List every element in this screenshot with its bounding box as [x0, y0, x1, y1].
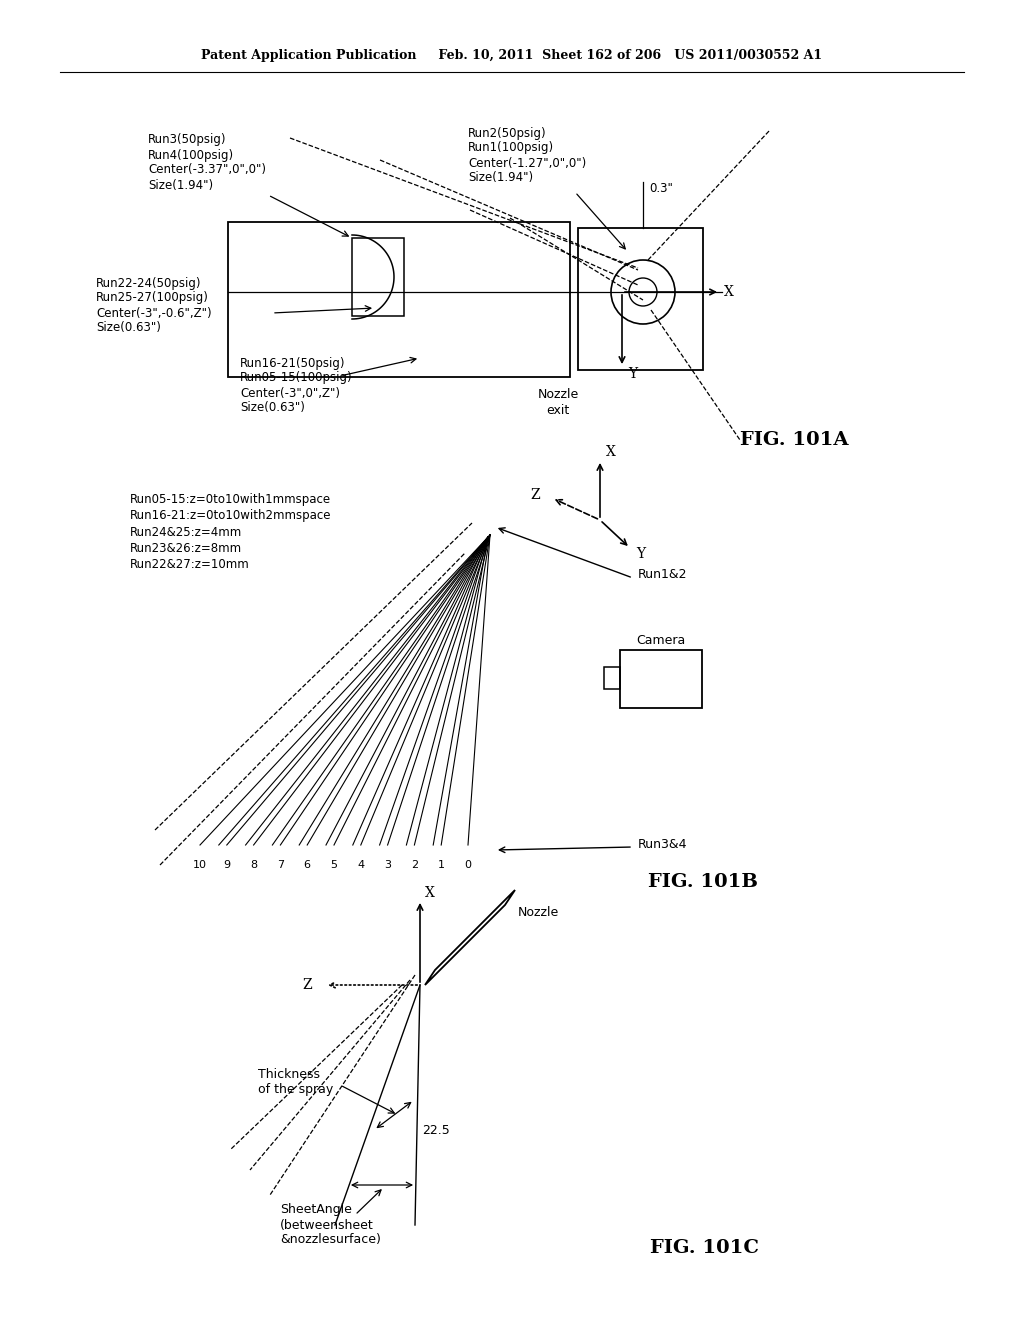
- Text: Run05-15:z=0to10with1mmspace: Run05-15:z=0to10with1mmspace: [130, 494, 331, 507]
- Text: Y: Y: [636, 546, 645, 561]
- Text: (betweensheet: (betweensheet: [280, 1218, 374, 1232]
- Text: Nozzle: Nozzle: [518, 907, 559, 920]
- Text: 6: 6: [304, 861, 310, 870]
- Text: Z: Z: [302, 978, 312, 993]
- Text: Nozzle: Nozzle: [538, 388, 579, 401]
- Text: 9: 9: [223, 861, 230, 870]
- Text: FIG. 101C: FIG. 101C: [650, 1239, 759, 1257]
- Text: Center(-3.37",0",0"): Center(-3.37",0",0"): [148, 164, 266, 177]
- Text: X: X: [606, 445, 615, 459]
- Bar: [604, 667, 620, 689]
- Text: Run25-27(100psig): Run25-27(100psig): [96, 292, 209, 305]
- Text: X: X: [724, 285, 734, 300]
- Text: 10: 10: [193, 861, 207, 870]
- Bar: [352, 238, 404, 315]
- Text: Size(0.63"): Size(0.63"): [96, 322, 161, 334]
- Text: Center(-3",-0.6",Z"): Center(-3",-0.6",Z"): [96, 306, 212, 319]
- Text: 2: 2: [411, 861, 418, 870]
- Text: Run22-24(50psig): Run22-24(50psig): [96, 276, 202, 289]
- Text: Center(-3",0",Z"): Center(-3",0",Z"): [240, 387, 340, 400]
- Text: Run3&4: Run3&4: [638, 838, 687, 851]
- Text: 3: 3: [384, 861, 391, 870]
- Text: FIG. 101B: FIG. 101B: [648, 873, 758, 891]
- Text: Size(1.94"): Size(1.94"): [148, 178, 213, 191]
- Text: 0.3": 0.3": [649, 181, 673, 194]
- Text: Run1(100psig): Run1(100psig): [468, 141, 554, 154]
- Text: Patent Application Publication     Feb. 10, 2011  Sheet 162 of 206   US 2011/003: Patent Application Publication Feb. 10, …: [202, 49, 822, 62]
- Text: Size(1.94"): Size(1.94"): [468, 172, 534, 185]
- Text: Run16-21:z=0to10with2mmspace: Run16-21:z=0to10with2mmspace: [130, 510, 332, 523]
- Text: Run4(100psig): Run4(100psig): [148, 149, 234, 161]
- Text: Run16-21(50psig): Run16-21(50psig): [240, 356, 345, 370]
- Text: Run23&26:z=8mm: Run23&26:z=8mm: [130, 541, 242, 554]
- Text: 5: 5: [331, 861, 338, 870]
- Text: X: X: [425, 886, 435, 900]
- Text: Z: Z: [530, 488, 540, 502]
- Text: 7: 7: [276, 861, 284, 870]
- Text: Run05-15(100psig): Run05-15(100psig): [240, 371, 352, 384]
- Text: &nozzlesurface): &nozzlesurface): [280, 1233, 381, 1246]
- Bar: [228, 222, 570, 378]
- Text: SheetAngle: SheetAngle: [280, 1204, 352, 1217]
- Text: Run22&27:z=10mm: Run22&27:z=10mm: [130, 557, 250, 570]
- Text: Thickness: Thickness: [258, 1068, 319, 1081]
- Text: Camera: Camera: [636, 634, 686, 647]
- Text: 4: 4: [357, 861, 365, 870]
- Text: Run1&2: Run1&2: [638, 569, 687, 582]
- Text: Run24&25:z=4mm: Run24&25:z=4mm: [130, 525, 243, 539]
- Text: Run3(50psig): Run3(50psig): [148, 133, 226, 147]
- Bar: [578, 228, 703, 370]
- Text: 1: 1: [437, 861, 444, 870]
- Text: Size(0.63"): Size(0.63"): [240, 401, 305, 414]
- Text: exit: exit: [547, 404, 569, 417]
- Text: of the spray: of the spray: [258, 1084, 333, 1097]
- Text: 22.5: 22.5: [422, 1123, 450, 1137]
- Text: Y: Y: [628, 367, 637, 381]
- Text: Run2(50psig): Run2(50psig): [468, 127, 547, 140]
- Text: 8: 8: [250, 861, 257, 870]
- Text: 0: 0: [465, 861, 471, 870]
- Bar: [620, 649, 702, 708]
- Text: Center(-1.27",0",0"): Center(-1.27",0",0"): [468, 157, 587, 169]
- Text: FIG. 101A: FIG. 101A: [740, 432, 849, 449]
